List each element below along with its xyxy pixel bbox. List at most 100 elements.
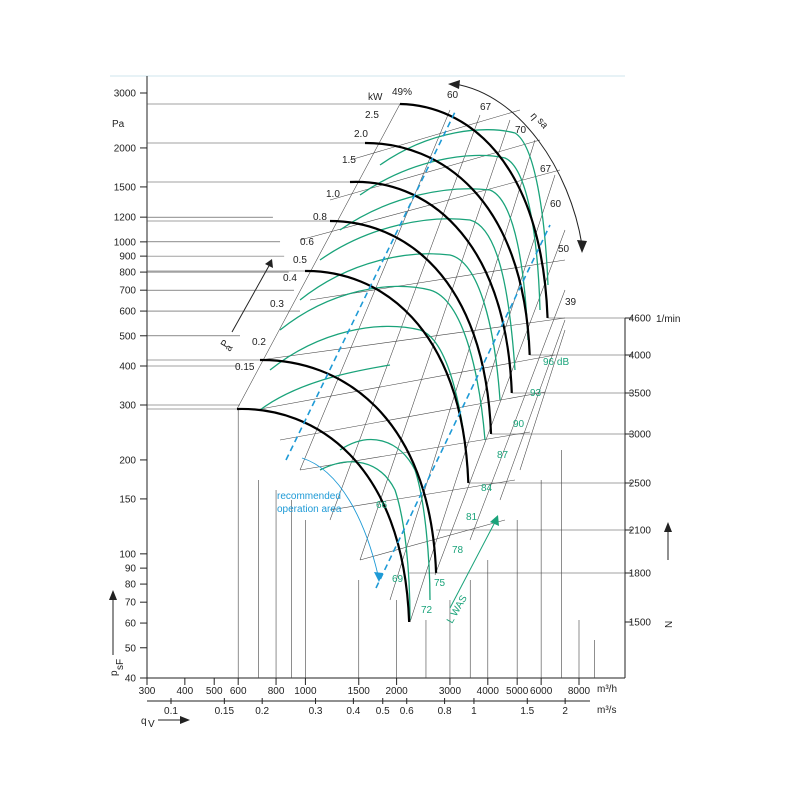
speed-curve-4600 bbox=[399, 102, 549, 319]
flow-axis-symbol: q bbox=[141, 716, 147, 727]
efficiency-labels: 60 67 70 67 60 50 39 bbox=[447, 90, 577, 308]
sound-level-curve bbox=[279, 285, 486, 441]
efficiency-arrow-head-end bbox=[577, 240, 587, 253]
power-label: 0.5 bbox=[293, 255, 307, 266]
flow-m3s-tick-label: 0.15 bbox=[215, 706, 235, 717]
power-label: 0.15 bbox=[235, 362, 255, 373]
power-label: 1.0 bbox=[326, 189, 340, 200]
pressure-tick-label: 200 bbox=[119, 455, 136, 466]
flow-tick-label: 5000 bbox=[506, 686, 529, 697]
speed-ticks: 1500 1800 2100 2500 3000 3500 4000 4600 bbox=[625, 314, 651, 629]
pressure-axis-subscript: sF bbox=[115, 659, 126, 670]
pressure-unit-label: Pa bbox=[112, 119, 125, 130]
efficiency-arrow-head-start bbox=[448, 80, 460, 89]
pressure-tick-label: 900 bbox=[119, 252, 136, 263]
efficiency-axis-symbol: η bbox=[528, 111, 540, 122]
sound-axis-subscript: WAS bbox=[449, 593, 470, 618]
flow-tick-label: 400 bbox=[177, 686, 194, 697]
sound-lines bbox=[259, 129, 549, 621]
power-arrow bbox=[231, 263, 271, 333]
flow-m3s-tick-label: 0.6 bbox=[400, 706, 414, 717]
flow-tick-label: 3000 bbox=[439, 686, 462, 697]
power-unit-label: kW bbox=[368, 92, 383, 103]
recommended-pointer bbox=[301, 457, 379, 576]
flow-m3s-tick-label: 0.3 bbox=[309, 706, 323, 717]
speed-curve-2100 bbox=[259, 358, 438, 574]
flow-tick-label: 8000 bbox=[568, 686, 591, 697]
flow-tick-label: 600 bbox=[230, 686, 247, 697]
pressure-tick-label: 800 bbox=[119, 268, 136, 279]
recommended-boundary-right bbox=[375, 224, 551, 589]
sound-label: 87 bbox=[497, 450, 509, 461]
power-label: 1.5 bbox=[342, 155, 356, 166]
power-axis-subscript: a bbox=[223, 343, 236, 354]
pressure-tick-label: 700 bbox=[119, 286, 136, 297]
flow-m3s-tick-label: 1.5 bbox=[520, 706, 534, 717]
power-label: 2.5 bbox=[365, 110, 379, 121]
pressure-tick-label: 3000 bbox=[114, 89, 137, 100]
efficiency-axis-subscript: sa bbox=[535, 116, 550, 131]
flow-tick-label: 500 bbox=[206, 686, 223, 697]
sound-label: 81 bbox=[466, 512, 478, 523]
pressure-tick-label: 80 bbox=[125, 580, 137, 591]
speed-curves bbox=[147, 102, 625, 623]
power-label: 2.0 bbox=[354, 129, 368, 140]
power-gridline bbox=[349, 109, 521, 161]
efficiency-label: 50 bbox=[558, 244, 570, 255]
flow-m3s-tick-label: 0.8 bbox=[438, 706, 452, 717]
speed-unit-label: 1/min bbox=[656, 314, 680, 325]
pressure-ticks: 40 50 60 70 80 90 100 150 200 300 400 500 600 700 800 9… bbox=[114, 89, 147, 685]
flow-ticks: 300 400 500 600 800 1000 1500 2000 3000 4000 5000 6… bbox=[139, 678, 591, 697]
speed-tick-label: 3500 bbox=[629, 389, 652, 400]
sound-level-curve bbox=[259, 364, 391, 411]
efficiency-gridline bbox=[519, 329, 566, 471]
power-label: 0.6 bbox=[300, 237, 314, 248]
flow-m3s-tick-label: 0.1 bbox=[164, 706, 178, 717]
power-label: 0.8 bbox=[313, 212, 327, 223]
power-gridline bbox=[254, 354, 556, 411]
pressure-tick-label: 40 bbox=[125, 674, 137, 685]
sound-label: 84 bbox=[481, 483, 493, 494]
power-label: 0.4 bbox=[283, 273, 297, 284]
speed-tick-label: 4000 bbox=[629, 351, 652, 362]
speed-tick-label: 2500 bbox=[629, 479, 652, 490]
pressure-tick-label: 1000 bbox=[114, 237, 137, 248]
flow-tick-label: 4000 bbox=[477, 686, 500, 697]
sound-label: 93 bbox=[530, 388, 542, 399]
speed-curve-4000 bbox=[364, 141, 531, 356]
pressure-tick-label: 500 bbox=[119, 331, 136, 342]
flow-unit-label: m³/h bbox=[597, 684, 617, 695]
pressure-tick-label: 90 bbox=[125, 564, 137, 575]
sound-level-curve bbox=[339, 188, 529, 341]
sound-arrow-head bbox=[490, 515, 499, 526]
recommended-label-line1: recommended bbox=[277, 491, 341, 502]
power-arrow-head bbox=[265, 259, 273, 268]
flow-tick-label: 1500 bbox=[348, 686, 371, 697]
flow-tick-label: 300 bbox=[139, 686, 156, 697]
sound-arrow bbox=[449, 521, 496, 609]
speed-tick-label: 2100 bbox=[629, 526, 652, 537]
sound-label: 96 dB bbox=[543, 357, 569, 368]
pressure-axis-symbol: p bbox=[109, 670, 120, 676]
pressure-tick-label: 100 bbox=[119, 549, 136, 560]
efficiency-gridline bbox=[499, 319, 566, 501]
flow-m3s-tick-label: 1 bbox=[471, 706, 477, 717]
sound-axis-symbol: L bbox=[445, 615, 458, 626]
efficiency-label: 39 bbox=[565, 297, 577, 308]
efficiency-label: 67 bbox=[540, 164, 552, 175]
recommended-label-line2: operation area bbox=[277, 504, 342, 515]
flow-m3s-ticks: 0.1 0.15 0.2 0.3 0.4 0.5 0.6 0.8 1 1.5 2 bbox=[147, 698, 590, 717]
efficiency-label: 70 bbox=[515, 125, 527, 136]
speed-curve-3000 bbox=[329, 219, 493, 435]
power-gridline bbox=[279, 391, 546, 441]
flow-tick-label: 1000 bbox=[294, 686, 317, 697]
flow-gridlines bbox=[237, 410, 595, 678]
flow-m3s-tick-label: 0.4 bbox=[346, 706, 360, 717]
efficiency-gridline bbox=[329, 114, 481, 521]
pressure-tick-label: 400 bbox=[119, 362, 136, 373]
sound-label: 75 bbox=[434, 578, 446, 589]
pressure-tick-label: 150 bbox=[119, 494, 136, 505]
flow-m3s-tick-label: 2 bbox=[562, 706, 568, 717]
pressure-tick-label: 300 bbox=[119, 400, 136, 411]
